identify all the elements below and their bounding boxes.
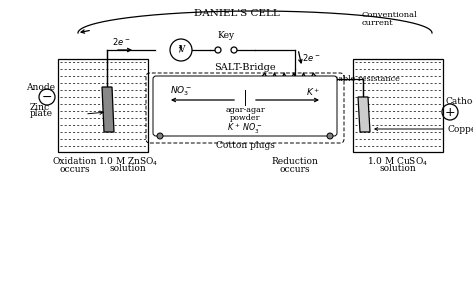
- Text: SALT-Bridge: SALT-Bridge: [214, 63, 276, 72]
- Text: powder: powder: [230, 114, 260, 122]
- Text: $2e^-$: $2e^-$: [112, 36, 131, 47]
- Circle shape: [215, 47, 221, 53]
- Circle shape: [157, 133, 163, 139]
- Text: Key: Key: [218, 31, 235, 40]
- Text: Zinc: Zinc: [30, 103, 50, 111]
- Text: Reduction: Reduction: [272, 157, 318, 166]
- Text: Oxidation: Oxidation: [53, 157, 97, 166]
- Bar: [58, 59, 148, 152]
- Circle shape: [327, 133, 333, 139]
- Text: $2e^-$: $2e^-$: [302, 52, 320, 63]
- Text: +: +: [445, 106, 455, 119]
- Text: Anode: Anode: [26, 83, 55, 91]
- Text: 1.0 M CuSO$_4$: 1.0 M CuSO$_4$: [368, 156, 429, 169]
- Text: plate: plate: [30, 110, 53, 119]
- Circle shape: [231, 47, 237, 53]
- Text: DANIEL'S CELL: DANIEL'S CELL: [194, 9, 280, 18]
- Text: current: current: [362, 19, 394, 27]
- Text: occurs: occurs: [60, 165, 90, 174]
- Text: Copper: Copper: [448, 125, 473, 134]
- Text: Variable resistance: Variable resistance: [322, 75, 400, 83]
- Bar: [353, 59, 443, 152]
- Text: Cathode: Cathode: [445, 98, 473, 107]
- Polygon shape: [102, 87, 114, 132]
- Text: Conventional: Conventional: [362, 11, 418, 19]
- Text: 1.0 M ZnSO$_4$: 1.0 M ZnSO$_4$: [98, 156, 158, 169]
- Text: $NO_3^-$: $NO_3^-$: [170, 84, 193, 98]
- Text: $K^+$: $K^+$: [306, 86, 320, 98]
- Text: V: V: [178, 45, 184, 53]
- Text: −: −: [42, 91, 52, 103]
- Text: agar-agar: agar-agar: [225, 106, 265, 114]
- Circle shape: [170, 39, 192, 61]
- Text: solution: solution: [380, 164, 416, 173]
- FancyBboxPatch shape: [153, 76, 337, 136]
- Text: solution: solution: [110, 164, 146, 173]
- Polygon shape: [358, 97, 370, 132]
- Text: Cotton plugs: Cotton plugs: [216, 141, 274, 150]
- Text: $K^+$ $NO_3^-$: $K^+$ $NO_3^-$: [227, 122, 263, 136]
- Text: occurs: occurs: [280, 165, 310, 174]
